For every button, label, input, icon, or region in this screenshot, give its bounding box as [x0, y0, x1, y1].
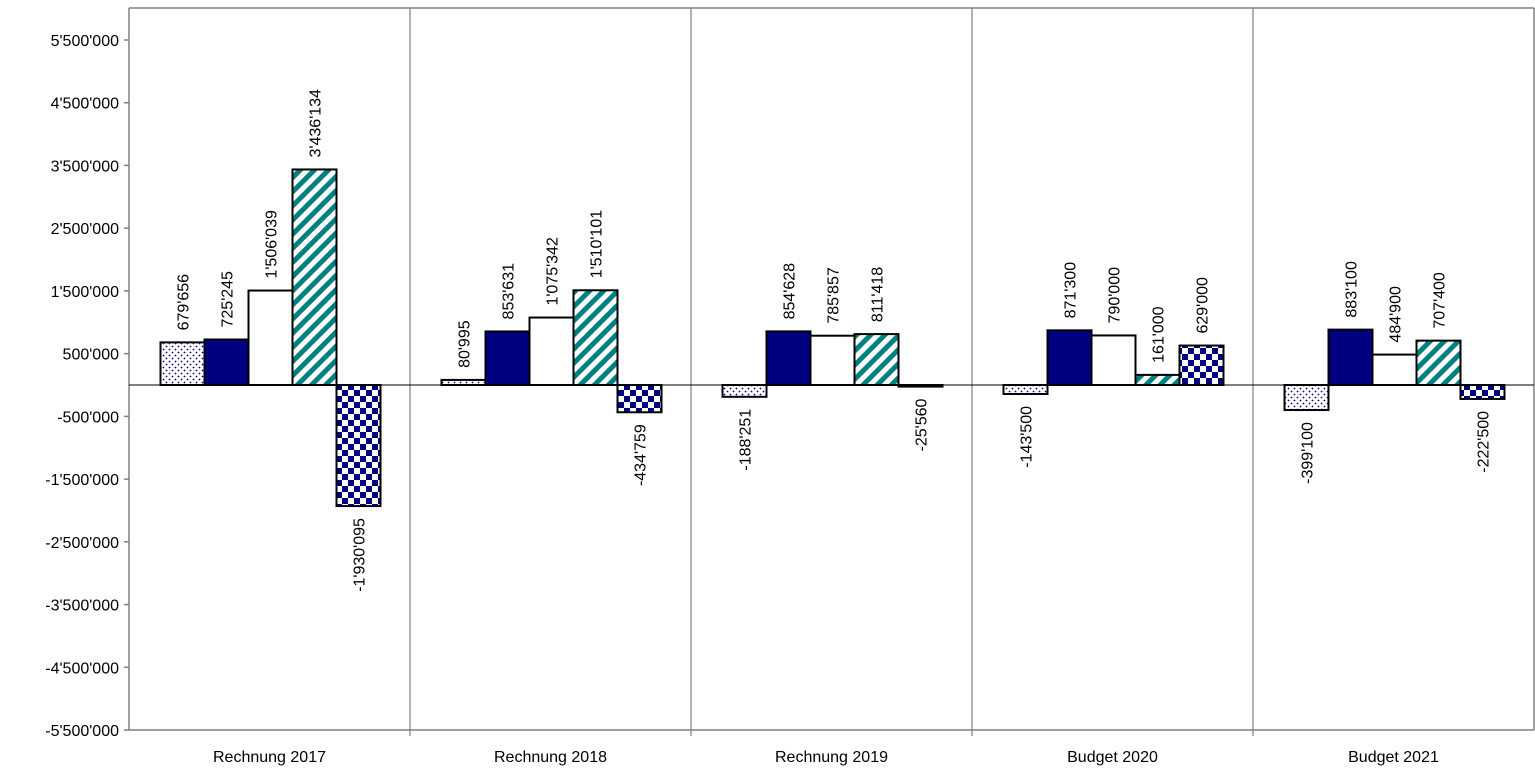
data-label: 1'506'039: [264, 210, 281, 279]
bar-teal-diagonal-3: [1134, 373, 1181, 386]
data-label: 785'857: [826, 267, 843, 324]
data-label: 1'510'101: [589, 210, 606, 279]
data-label: 161'000: [1151, 306, 1168, 363]
bar-solid-navy-2: [765, 330, 812, 386]
x-category-label: Rechnung 2018: [494, 749, 607, 766]
bar-white-1: [528, 316, 575, 386]
bar-navy-checker-0: [335, 384, 382, 508]
x-category-label: Budget 2020: [1067, 749, 1158, 766]
data-label: 80'995: [457, 320, 474, 368]
data-label: -25'560: [914, 399, 931, 452]
bar-white-2: [809, 334, 856, 386]
bar-solid-navy-0: [203, 338, 250, 386]
data-label: 629'000: [1195, 277, 1212, 334]
bar-dots-1: [440, 378, 487, 386]
bar-teal-diagonal-2: [853, 333, 900, 386]
data-label: 679'656: [176, 274, 193, 331]
data-label: -188'251: [738, 409, 755, 471]
data-label: 853'631: [501, 263, 518, 320]
y-tick-label: 500'000: [63, 347, 120, 364]
y-tick-label: -3'500'000: [45, 598, 119, 615]
data-label: 883'100: [1344, 261, 1361, 318]
y-tick-label: -5'500'000: [45, 723, 119, 740]
data-label: -1'930'095: [352, 518, 369, 592]
data-label: 854'628: [782, 263, 799, 320]
bar-solid-navy-3: [1046, 329, 1093, 387]
y-tick-label: 5'500'000: [51, 33, 120, 50]
bar-navy-checker-4: [1459, 384, 1506, 400]
x-category-label: Budget 2021: [1348, 749, 1439, 766]
bar-teal-diagonal-4: [1415, 339, 1462, 387]
data-label: 790'000: [1107, 267, 1124, 324]
bar-teal-diagonal-1: [572, 289, 619, 386]
data-label: 871'300: [1063, 262, 1080, 319]
data-label: -399'100: [1300, 422, 1317, 484]
data-label: 1'075'342: [545, 237, 562, 306]
bar-dots-2: [721, 384, 768, 398]
bar-navy-checker-2: [897, 384, 944, 388]
y-tick-label: 1'500'000: [51, 284, 120, 301]
bar-white-0: [247, 289, 294, 386]
y-tick-label: 3'500'000: [51, 158, 120, 175]
x-category-label: Rechnung 2019: [775, 749, 888, 766]
data-label: -143'500: [1019, 406, 1036, 468]
x-category-label: Rechnung 2017: [213, 749, 326, 766]
data-label: 3'436'134: [308, 89, 325, 158]
y-tick-label: -1'500'000: [45, 472, 119, 489]
y-tick-label: -2'500'000: [45, 535, 119, 552]
y-tick-label: -500'000: [57, 409, 119, 426]
bar-dots-4: [1283, 384, 1330, 412]
data-label: -434'759: [633, 424, 650, 486]
bar-teal-diagonal-0: [291, 168, 338, 386]
y-tick-label: -4'500'000: [45, 660, 119, 677]
data-label: 484'900: [1388, 286, 1405, 343]
y-tick-label: 4'500'000: [51, 96, 120, 113]
data-label: -222'500: [1476, 411, 1493, 473]
data-label: 725'245: [220, 271, 237, 328]
bar-white-4: [1371, 353, 1418, 387]
y-tick-label: 2'500'000: [51, 221, 120, 238]
data-label: 707'400: [1432, 272, 1449, 329]
data-label: 811'418: [870, 267, 887, 322]
bar-white-3: [1090, 334, 1137, 387]
bar-navy-checker-3: [1178, 344, 1225, 387]
bar-navy-checker-1: [616, 384, 663, 414]
bar-dots-3: [1002, 384, 1049, 396]
bar-solid-navy-1: [484, 330, 531, 386]
bar-dots-0: [159, 341, 206, 387]
bar-solid-navy-4: [1327, 328, 1374, 387]
